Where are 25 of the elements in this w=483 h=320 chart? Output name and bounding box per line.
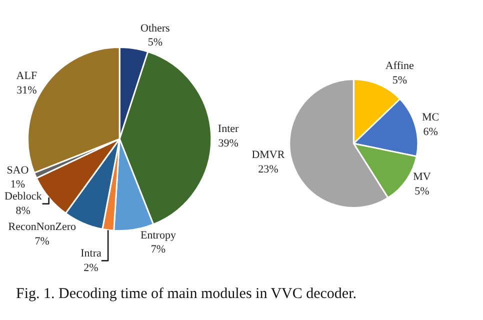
slice-label: SAO bbox=[6, 164, 29, 176]
slice-label: Entropy bbox=[140, 229, 176, 242]
slice-label: Others bbox=[140, 22, 170, 34]
data-label: 1% bbox=[10, 178, 26, 191]
data-label: 6% bbox=[423, 126, 438, 138]
slice-label: MV bbox=[413, 171, 431, 184]
data-label: 31% bbox=[16, 84, 37, 96]
data-label: 2% bbox=[84, 262, 98, 274]
data-label: 39% bbox=[218, 137, 238, 150]
data-label: 7% bbox=[150, 244, 166, 256]
slice-label: Inter bbox=[218, 122, 239, 135]
data-label: 5% bbox=[392, 74, 408, 86]
slice-label: MC bbox=[422, 111, 440, 124]
data-label: 5% bbox=[414, 185, 430, 198]
slice-label: Affine bbox=[385, 60, 414, 72]
slice-label: Deblock bbox=[4, 190, 42, 203]
caption: Fig. 1. Decoding time of main modules in VVC decoder. bbox=[16, 286, 357, 302]
data-label: 23% bbox=[258, 164, 278, 176]
slice-label: ALF bbox=[16, 70, 38, 82]
data-label: 8% bbox=[16, 204, 30, 217]
slice-label: Intra bbox=[80, 247, 102, 260]
slice-label: DMVR bbox=[252, 149, 286, 162]
data-label: 7% bbox=[34, 235, 50, 248]
slice-label: ReconNonZero bbox=[8, 221, 77, 234]
data-label: 5% bbox=[148, 36, 163, 49]
